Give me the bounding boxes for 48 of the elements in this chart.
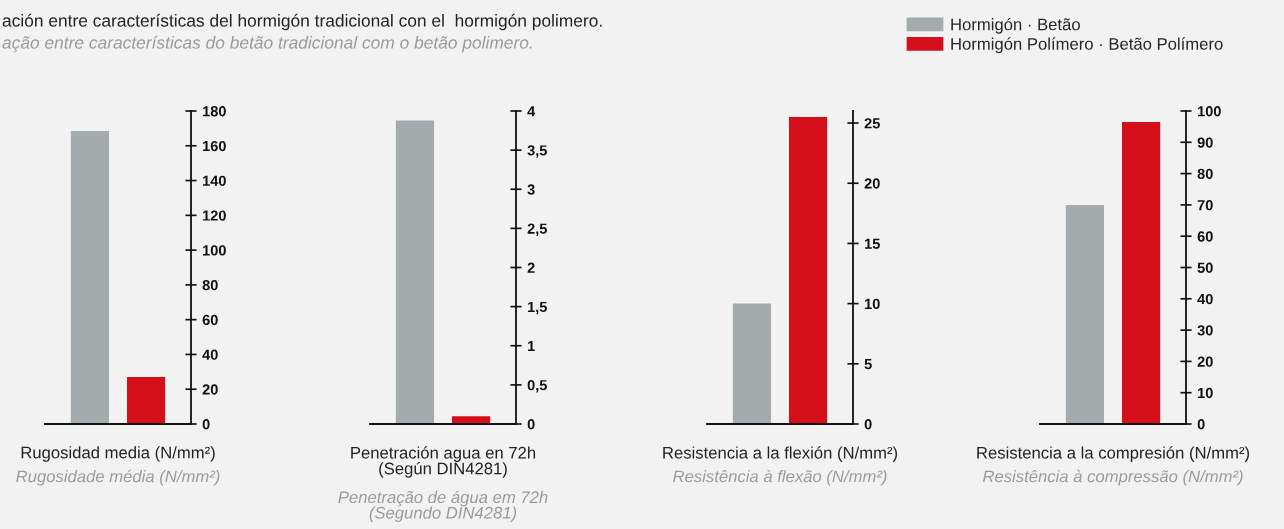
y-tick-label: 1 xyxy=(528,341,535,352)
y-tick-label: 40 xyxy=(202,349,218,360)
y-tick-label: 4 xyxy=(527,106,536,117)
y-tick-label: 10 xyxy=(1198,387,1213,399)
y-tick-label: 80 xyxy=(1197,168,1213,180)
y-tick-label: 20 xyxy=(864,178,880,189)
y-tick-label: 5 xyxy=(864,359,872,370)
text: ación entre características del hormigón tradicional con el hormigón polimero. xyxy=(2,13,602,31)
y-tick-label: 50 xyxy=(1197,262,1213,273)
y-tick-label: 3,5 xyxy=(527,145,547,158)
text: Rugosidade média (N/mm²) xyxy=(16,469,220,486)
y-tick-label: 2 xyxy=(527,262,535,273)
y-tick-label: 70 xyxy=(1197,200,1213,211)
y-tick-label: 3 xyxy=(527,184,535,195)
y-tick-label: 40 xyxy=(1197,293,1213,305)
y-tick-label: 160 xyxy=(203,140,226,152)
y-tick-label: 140 xyxy=(203,175,226,186)
text: Resistência à flexão (N/mm²) xyxy=(673,469,887,486)
y-tick-label: 60 xyxy=(1197,231,1213,242)
x-axis-title: Resistencia a la compresión (N/mm²) xyxy=(977,446,1250,462)
text: ação entre características do betão tradicional com o betão polimero. xyxy=(2,35,532,53)
y-tick-label: 90 xyxy=(1197,137,1213,148)
y-tick-label: 100 xyxy=(203,245,226,256)
y-tick-label: 15 xyxy=(865,238,880,249)
y-tick-label: 25 xyxy=(864,118,880,129)
y-tick-label: 180 xyxy=(203,106,226,117)
y-tick-label: 0 xyxy=(1197,419,1205,430)
y-tick-label: 2,5 xyxy=(527,223,547,236)
y-tick-label: 30 xyxy=(1197,325,1213,336)
y-tick-label: 0,5 xyxy=(527,379,547,393)
legend-label: Hormigón Polímero · Betão Polímero xyxy=(951,37,1223,54)
y-tick-label: 20 xyxy=(202,384,218,395)
y-tick-label: 100 xyxy=(1198,106,1221,117)
legend-label: Hormigón · Betão xyxy=(951,17,1080,34)
y-tick-label: 0 xyxy=(527,419,535,430)
y-tick-label: 0 xyxy=(864,419,872,430)
y-tick-label: 1,5 xyxy=(528,301,547,315)
y-tick-label: 80 xyxy=(202,279,218,291)
text: Penetração de água em 72h (Segundo DIN4281) xyxy=(338,490,548,522)
x-axis-title: Rugosidad media (N/mm²) xyxy=(21,446,215,462)
y-tick-label: 120 xyxy=(203,210,226,221)
y-tick-label: 10 xyxy=(865,298,880,310)
y-tick-label: 20 xyxy=(1197,356,1213,367)
y-tick-label: 0 xyxy=(202,419,210,430)
x-axis-title: Resistencia a la flexión (N/mm²) xyxy=(663,446,898,462)
x-axis-title: Penetración agua en 72h (Según DIN4281) xyxy=(351,446,536,478)
y-tick-label: 60 xyxy=(202,314,218,326)
text: Resistência à compressão (N/mm²) xyxy=(982,469,1243,486)
